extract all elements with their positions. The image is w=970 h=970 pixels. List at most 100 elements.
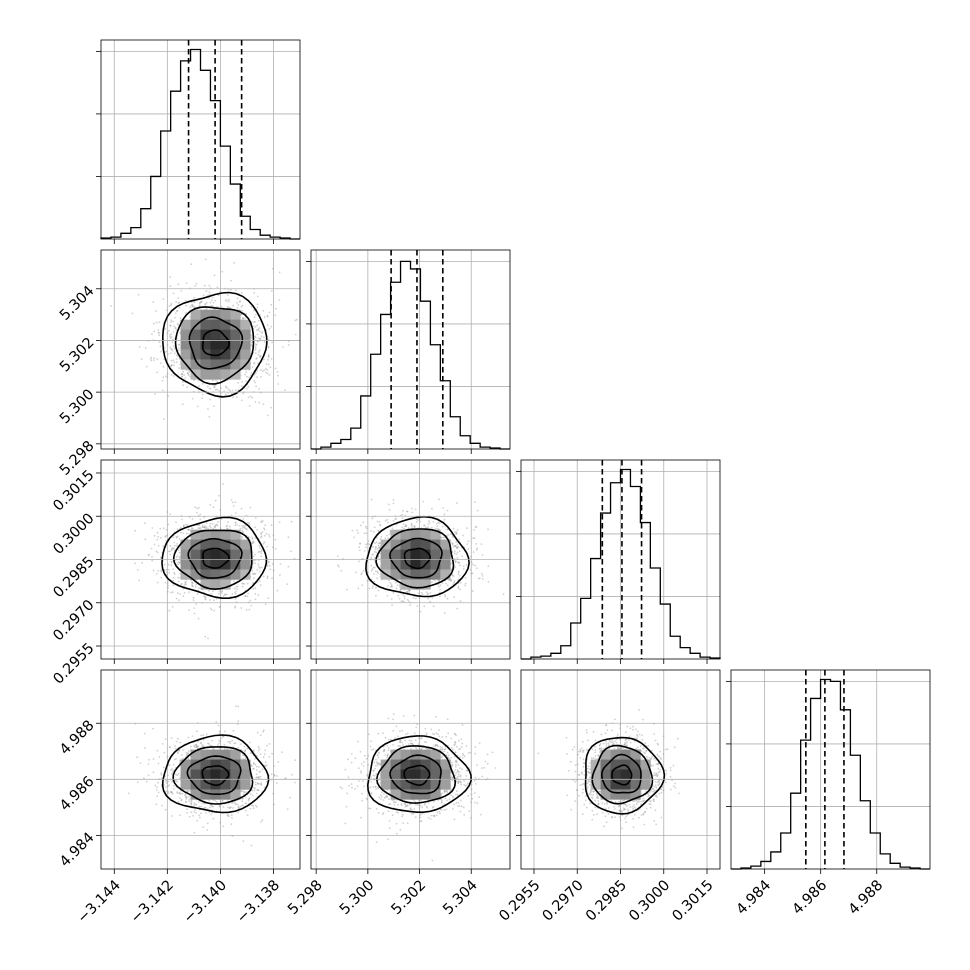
scatter-point [249,395,252,398]
scatter-point [236,803,239,806]
scatter-point [229,307,232,309]
scatter-point [268,564,271,567]
scatter-point [203,284,206,287]
scatter-point [240,399,243,402]
scatter-point [152,727,155,730]
scatter-point [254,401,257,403]
scatter-point [163,358,166,361]
scatter-point [365,543,367,546]
axes-frame-0-0 [100,39,301,240]
scatter-point [244,524,247,527]
scatter-point [413,525,416,527]
scatter-point [260,376,262,378]
y-tick-label-2-0: 0.2955 [50,640,97,687]
scatter-point [237,304,240,306]
scatter-point [156,371,159,374]
scatter-point [473,529,475,531]
scatter-point [191,518,194,520]
scatter-point [265,367,267,370]
scatter-point [184,793,187,796]
scatter-point [170,564,173,567]
scatter-point [359,543,361,545]
scatter-point [164,351,167,353]
scatter-point [203,526,206,529]
scatter-point [476,547,478,550]
scatter-point [263,316,266,319]
scatter-point [240,313,243,316]
scatter-point [259,369,262,372]
scatter-point [185,304,188,307]
scatter-point [266,414,269,417]
scatter-point [279,574,281,576]
scatter-point [172,584,175,587]
density-cell [180,319,191,330]
scatter-point [294,333,297,336]
scatter-point [206,822,209,825]
scatter-point [245,312,248,315]
scatter-point [241,309,244,312]
scatter-point [144,347,147,349]
scatter-point [241,800,244,803]
density-cell [180,349,191,360]
scatter-point [368,587,371,590]
scatter-point [173,541,176,544]
scatter-point [153,330,156,333]
density-cell [210,329,221,340]
scatter-point [357,532,359,534]
scatter-point [173,347,176,350]
scatter-point [277,383,280,385]
scatter-point [434,527,437,530]
scatter-point [168,329,170,332]
scatter-point [234,524,237,527]
scatter-point [466,527,468,530]
scatter-point [458,550,461,553]
scatter-point [377,542,380,545]
scatter-point [402,509,404,512]
scatter-point [276,371,279,373]
scatter-point [184,581,187,584]
scatter-point [262,310,265,312]
scatter-point [457,561,460,564]
density-cell [380,559,391,570]
scatter-point [191,735,194,737]
scatter-point [458,538,461,541]
scatter-point [191,397,194,400]
scatter-point [263,336,265,339]
density-cell [200,359,211,370]
scatter-point [374,542,376,544]
scatter-point [405,510,408,513]
scatter-point [371,554,373,556]
scatter-point [194,506,197,508]
scatter-point [256,569,258,571]
scatter-point [257,337,260,340]
scatter-point [173,375,175,377]
scatter-point [164,738,167,740]
scatter-point [259,354,262,357]
scatter-point [186,386,188,389]
scatter-point [255,357,258,360]
scatter-point [234,598,237,600]
scatter-point [177,563,180,566]
scatter-point [175,358,178,360]
scatter-point [240,292,243,295]
scatter-point [157,329,160,332]
scatter-point [374,548,377,551]
scatter-point [138,346,141,348]
scatter-point [221,590,223,593]
scatter-point [265,532,268,535]
scatter-point [362,569,365,572]
scatter-point [155,550,158,553]
scatter-point [163,563,166,566]
scatter-point [277,374,279,377]
scatter-point [250,604,253,607]
scatter-point [375,541,378,543]
scatter-point [453,580,456,582]
scatter-point [270,290,273,292]
scatter-point [229,742,231,744]
scatter-point [233,587,236,590]
scatter-point [466,543,469,545]
scatter-point [230,814,233,817]
scatter-point [258,387,260,390]
scatter-point [459,600,462,603]
scatter-point [208,284,211,287]
